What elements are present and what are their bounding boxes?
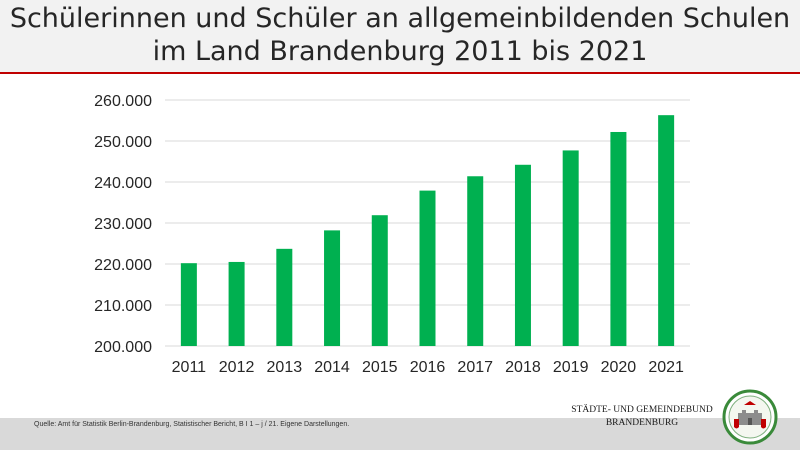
organization-name-line-2: BRANDENBURG [605, 418, 679, 428]
x-tick-label: 2014 [314, 359, 350, 376]
bar [419, 190, 436, 346]
organization-name-line-1: STÄDTE- UND GEMEINDEBUND [571, 405, 713, 415]
title-divider [0, 72, 800, 74]
bar [324, 230, 341, 346]
bar [562, 150, 579, 346]
bar [276, 248, 293, 346]
organization-name: STÄDTE- UND GEMEINDEBUND BRANDENBURG [568, 404, 716, 430]
y-tick-label: 250.000 [94, 134, 152, 151]
y-tick-label: 230.000 [94, 216, 152, 233]
title-band [0, 0, 800, 72]
x-tick-label: 2011 [172, 359, 207, 376]
x-tick-label: 2021 [648, 359, 684, 376]
y-tick-label: 210.000 [94, 298, 152, 315]
chart-title-line-1: Schülerinnen und Schüler an allgemeinbil… [9, 3, 791, 34]
x-tick-label: 2012 [219, 359, 255, 376]
x-tick-label: 2013 [267, 359, 303, 376]
chart-title-line-2: im Land Brandenburg 2011 bis 2021 [152, 36, 648, 67]
bar [658, 115, 675, 346]
x-tick-label: 2018 [505, 359, 541, 376]
bar [514, 164, 531, 346]
bar [467, 176, 484, 346]
bar [610, 131, 627, 346]
source-note: Quelle: Amt für Statistik Berlin-Branden… [34, 421, 350, 428]
bar [180, 263, 197, 346]
bar-chart: 200.000 210.000 220.000 230.000 240.000 250.0… [94, 93, 690, 376]
organization-seal-logo [722, 389, 778, 445]
chart-title: Schülerinnen und Schüler an allgemeinbil… [0, 2, 800, 68]
y-tick-label: 200.000 [94, 339, 152, 356]
footer-band [0, 418, 800, 450]
y-tick-label: 260.000 [94, 93, 152, 110]
x-tick-label: 2015 [362, 359, 398, 376]
y-tick-label: 220.000 [94, 257, 152, 274]
x-tick-label: 2020 [601, 359, 637, 376]
bar [228, 261, 245, 346]
y-tick-label: 240.000 [94, 175, 152, 192]
x-tick-label: 2016 [410, 359, 446, 376]
bar [371, 215, 388, 346]
x-tick-label: 2017 [457, 359, 493, 376]
x-tick-label: 2019 [553, 359, 589, 376]
